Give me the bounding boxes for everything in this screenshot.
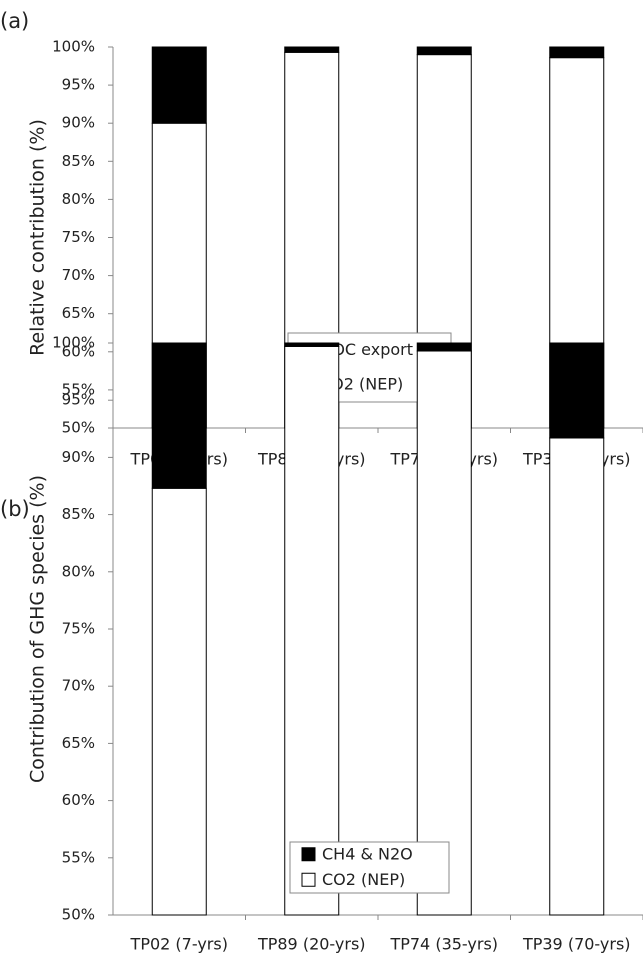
bar-segment — [416, 46, 472, 56]
y-tick-label: 55% — [62, 380, 95, 398]
y-tick-label: 75% — [62, 228, 95, 246]
bar-segment — [151, 342, 207, 489]
y-tick-label: 100% — [52, 38, 95, 56]
legend-label: CO2 (NEP) — [322, 870, 405, 889]
y-tick-label: 95% — [62, 76, 95, 94]
y-tick-label: 50% — [62, 906, 95, 924]
bar-segment — [284, 345, 340, 916]
y-tick-label: 60% — [62, 791, 95, 809]
bar-segment — [416, 342, 472, 352]
y-axis-label: Relative contribution (%) — [27, 119, 49, 356]
bar-segment — [151, 46, 207, 124]
legend-label: DOC export — [320, 340, 413, 359]
y-tick-label: 70% — [62, 266, 95, 284]
y-tick-label: 85% — [62, 505, 95, 523]
legend-swatch — [301, 872, 316, 887]
legend-label: CO2 (NEP) — [320, 374, 403, 393]
y-tick-label: 65% — [62, 734, 95, 752]
y-tick-label: 90% — [62, 448, 95, 466]
y-tick-label: 100% — [52, 334, 95, 352]
legend-swatch — [301, 847, 316, 862]
y-tick-label: 65% — [62, 304, 95, 322]
y-tick-label: 70% — [62, 677, 95, 695]
y-tick-label: 60% — [62, 342, 95, 360]
bar-segment — [151, 487, 207, 916]
y-tick-label: 50% — [62, 419, 95, 437]
legend-box — [289, 841, 450, 894]
x-tick-label: TP02 (7-yrs) — [130, 935, 228, 954]
y-tick-label: 95% — [62, 391, 95, 409]
bar-segment — [549, 46, 605, 59]
bar-segment — [549, 437, 605, 916]
y-tick-label: 55% — [62, 848, 95, 866]
panel-label: (b) — [0, 497, 30, 521]
x-tick-label: TP39 (70-yrs) — [522, 935, 631, 954]
y-tick-label: 85% — [62, 152, 95, 170]
bar-segment — [549, 342, 605, 439]
y-tick-label: 80% — [62, 190, 95, 208]
y-tick-label: 90% — [62, 114, 95, 132]
panel-label: (a) — [0, 9, 29, 33]
bar-segment — [284, 342, 340, 347]
bar-segment — [284, 46, 340, 53]
x-tick-label: TP89 (20-yrs) — [257, 935, 366, 954]
y-axis-label: Contribution of GHG species (%) — [27, 475, 49, 783]
y-tick-label: 75% — [62, 620, 95, 638]
x-tick-label: TP74 (35-yrs) — [389, 935, 498, 954]
legend-label: CH4 & N2O — [322, 844, 413, 863]
y-tick-label: 80% — [62, 562, 95, 580]
bar-segment — [416, 350, 472, 916]
